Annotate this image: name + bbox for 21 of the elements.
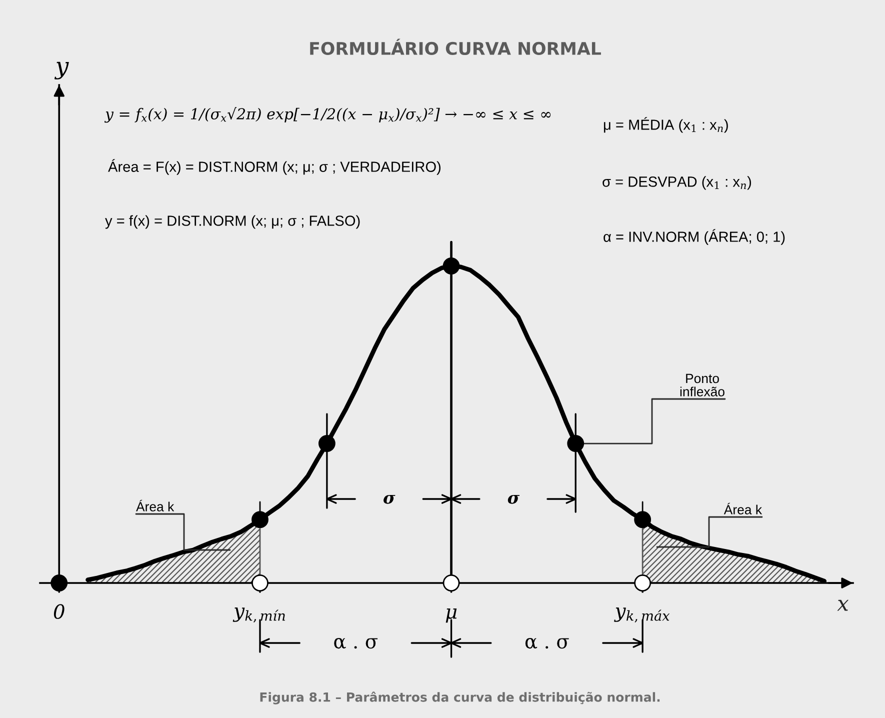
x-tick-label: μ: [446, 608, 457, 623]
text: y: [54, 62, 69, 80]
text: α . σ: [334, 638, 378, 649]
annotation: Área k: [136, 500, 174, 512]
text: α . σ: [525, 638, 569, 649]
chart-title: FORMULÁRIO CURVA NORMAL: [310, 38, 601, 56]
text: Área = F(x) = DIST.NORM (x; μ; σ ; VERDADEIRO): [108, 159, 441, 175]
annotation: Área k: [724, 502, 762, 514]
text: α = INV.NORM (ÁREA; 0; 1): [604, 229, 785, 245]
text: y = f(x) = DIST.NORM (x; μ; σ ; FALSO): [105, 215, 360, 229]
x-axis-title: x: [837, 600, 849, 611]
annotation: Ponto inflexão: [680, 374, 724, 396]
text: Figura 8.1 – Parâmetros da curva de distribuição normal.: [260, 692, 660, 704]
text: μ = MÉDIA (x$_{1}$ : x$_{n}$): [604, 117, 728, 133]
x-tick-label: y$_{k,mín}$: [232, 607, 285, 622]
text: y = f$_{x}$(x) = 1/(σ$_{x}$√2π) exp[−1/2((x − μ$_{x}$)/σ$_{x}$)²] → −∞ ≤ x ≤ ∞: [104, 107, 551, 123]
text: σ = DESVPAD (x$_{1}$ : x$_{n}$): [602, 176, 752, 190]
annotation: σ: [508, 494, 520, 504]
x-tick-label: 0: [54, 604, 64, 619]
x-tick-label: y$_{k,máx}$: [614, 607, 670, 622]
annotation: σ: [384, 494, 396, 504]
